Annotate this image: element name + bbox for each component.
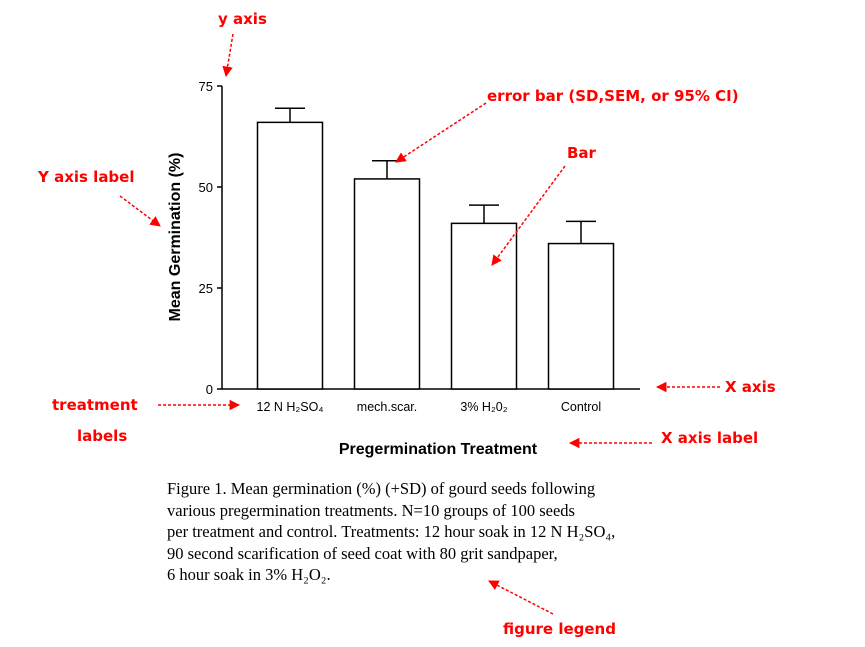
annotation-bar: Bar	[567, 144, 597, 162]
annotation-x-axis-label: X axis label	[661, 429, 758, 447]
annotation-y-axis: y axis	[218, 10, 267, 28]
annotation-y-axis-label: Y axis label	[37, 168, 135, 186]
y-axis-title: Mean Germination (%)	[167, 153, 184, 322]
annotation-error-bar: error bar (SD,SEM, or 95% CI)	[487, 87, 739, 105]
category-label: 12 N H₂SO₄	[257, 400, 324, 414]
y-ticks: 0 25 50 75	[199, 79, 222, 397]
x-axis-title: Pregermination Treatment	[339, 441, 538, 458]
bars	[256, 121, 615, 390]
annotation-treatment-labels-2: labels	[77, 427, 127, 445]
category-label: mech.scar.	[357, 400, 417, 414]
annotation-treatment-labels-1: treatment	[52, 396, 138, 414]
category-label: 3% H₂0₂	[460, 400, 507, 414]
caption-line-2: various pregermination treatments. N=10 …	[167, 500, 575, 520]
arrow-y-axis-label	[119, 195, 161, 227]
caption-line-1: Figure 1. Mean germination (%) (+SD) of …	[167, 479, 596, 498]
y-tick-label: 75	[199, 79, 213, 94]
arrow-error-bar	[395, 102, 487, 163]
arrow-figure-legend	[488, 580, 554, 615]
category-labels: 12 N H₂SO₄ mech.scar. 3% H₂0₂ Control	[257, 400, 602, 414]
caption-line-4: 90 second scarification of seed coat wit…	[167, 543, 558, 563]
arrow-y-axis	[222, 33, 234, 78]
arrow-bar	[491, 165, 566, 266]
caption-line-5: 6 hour soak in 3% H₂O₂.	[167, 565, 331, 584]
figure-caption: Figure 1. Mean germination (%) (+SD) of …	[167, 478, 787, 586]
annotation-x-axis: X axis	[725, 378, 776, 396]
bar	[547, 242, 615, 390]
y-tick-label: 0	[206, 382, 213, 397]
category-label: Control	[561, 400, 601, 414]
y-tick-label: 25	[199, 281, 213, 296]
caption-line-3: per treatment and control. Treatments: 1…	[167, 522, 616, 541]
bar	[450, 222, 518, 390]
bar	[353, 178, 421, 390]
annotation-figure-legend: figure legend	[503, 620, 616, 638]
bar	[256, 121, 324, 390]
y-tick-label: 50	[199, 180, 213, 195]
